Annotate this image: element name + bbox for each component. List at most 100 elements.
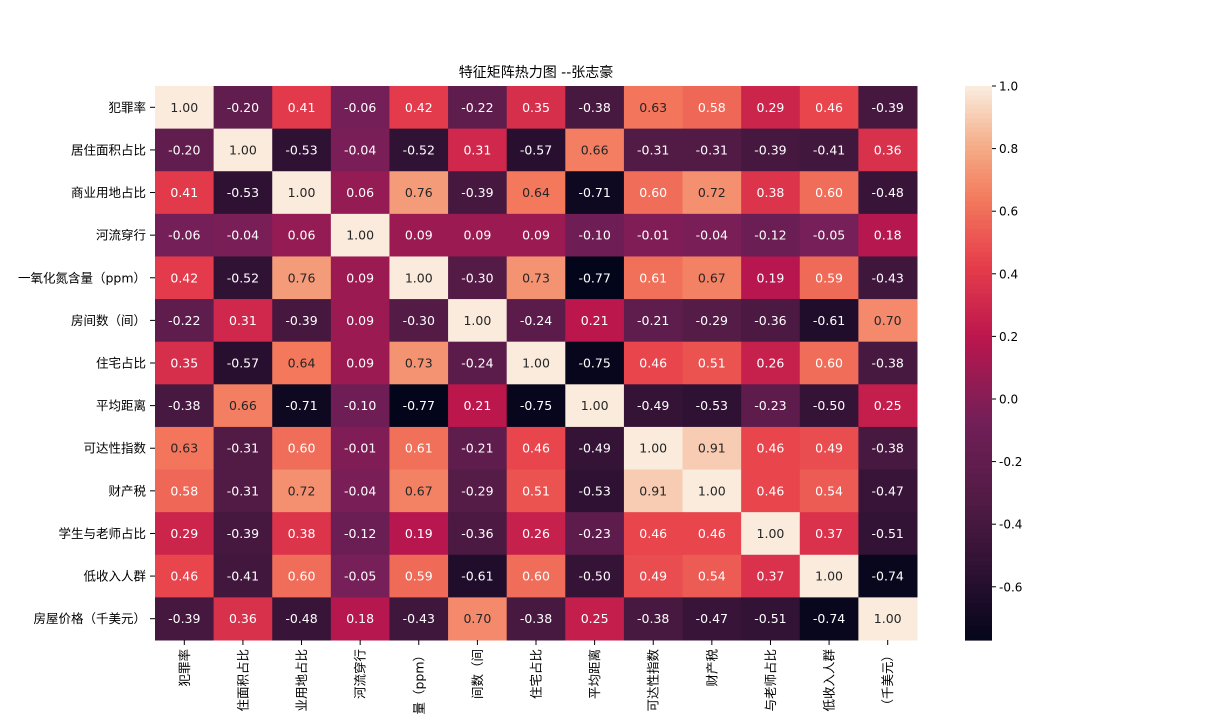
cell-value-label: -0.38 xyxy=(578,100,610,115)
cell-value-label: 0.09 xyxy=(522,228,550,243)
cell-value-label: 0.64 xyxy=(288,356,316,371)
colorbar-segment xyxy=(965,312,992,318)
cell-value-label: 0.58 xyxy=(698,100,726,115)
colorbar-segment xyxy=(965,524,992,530)
cell-value-label: -0.41 xyxy=(227,569,259,584)
heatmap-cell xyxy=(448,256,508,300)
colorbar-segment xyxy=(965,501,992,507)
heatmap-cell xyxy=(272,554,332,598)
cell-value-label: 0.76 xyxy=(405,185,433,200)
cell-value-label: 0.26 xyxy=(522,526,550,541)
cell-value-label: 0.19 xyxy=(405,526,433,541)
colorbar-segment xyxy=(965,487,992,493)
cell-value-label: 1.00 xyxy=(581,398,609,413)
heatmap-cell xyxy=(213,256,273,300)
heatmap-cell xyxy=(858,128,918,172)
heatmap-cell xyxy=(682,213,742,257)
cell-value-label: -0.38 xyxy=(520,611,552,626)
heatmap-cell xyxy=(858,341,918,385)
colorbar-segment xyxy=(965,427,992,433)
colorbar-segment xyxy=(965,358,992,364)
cell-value-label: -0.05 xyxy=(813,228,845,243)
cell-value-label: 0.09 xyxy=(405,228,433,243)
x-tick-label: （千美元） xyxy=(880,649,895,712)
colorbar-segment xyxy=(965,464,992,470)
colorbar-segment xyxy=(965,446,992,452)
heatmap-cell xyxy=(272,384,332,428)
heatmap-cell xyxy=(682,341,742,385)
colorbar-segment xyxy=(965,626,992,632)
heatmap-cell xyxy=(272,299,332,343)
cell-value-label: 0.21 xyxy=(581,313,609,328)
colorbar-segment xyxy=(965,321,992,327)
colorbar-segment xyxy=(965,552,992,558)
heatmap-cell xyxy=(272,86,332,130)
cell-value-label: 0.36 xyxy=(874,142,902,157)
heatmap-cell xyxy=(155,128,215,172)
cell-value-label: 0.41 xyxy=(170,185,198,200)
colorbar-segment xyxy=(965,113,992,119)
colorbar-segment xyxy=(965,335,992,341)
colorbar-segment xyxy=(965,302,992,309)
colorbar-segment xyxy=(965,344,992,350)
colorbar-segment xyxy=(965,598,992,604)
colorbar-segment xyxy=(965,593,992,600)
heatmap-cell xyxy=(682,469,742,513)
heatmap-cell xyxy=(623,256,684,300)
cell-value-label: -0.29 xyxy=(461,483,493,498)
cell-value-label: -0.24 xyxy=(520,313,552,328)
cell-value-label: 0.36 xyxy=(229,611,257,626)
cell-value-label: -0.05 xyxy=(344,569,376,584)
heatmap-cell xyxy=(741,341,801,385)
cell-value-label: -0.38 xyxy=(168,398,200,413)
cell-value-label: 0.31 xyxy=(229,313,257,328)
heatmap-cell xyxy=(389,299,449,343)
heatmap-cell xyxy=(448,426,508,471)
colorbar-segment xyxy=(965,621,992,627)
cell-value-label: 1.00 xyxy=(229,142,257,157)
cell-value-label: 0.63 xyxy=(639,100,667,115)
heatmap-cell xyxy=(213,213,273,257)
cell-value-label: -0.51 xyxy=(754,611,786,626)
heatmap-cell xyxy=(155,341,215,385)
cell-value-label: 0.49 xyxy=(815,441,843,456)
heatmap-cell xyxy=(330,512,390,556)
cell-value-label: 1.00 xyxy=(522,356,550,371)
cell-value-label: -0.06 xyxy=(168,228,200,243)
heatmap-cell xyxy=(623,384,684,428)
cell-value-label: 1.00 xyxy=(405,270,433,285)
heatmap-cell xyxy=(858,213,918,257)
colorbar-segment xyxy=(965,178,992,184)
colorbar-segment xyxy=(965,164,992,170)
heatmap-cell xyxy=(741,299,801,343)
colorbar-segment xyxy=(965,293,992,299)
heatmap-cell xyxy=(741,171,801,215)
colorbar-segment xyxy=(965,607,992,613)
heatmap-cell xyxy=(858,384,918,428)
heatmap-cell xyxy=(741,86,801,130)
colorbar-tick-label: 0.4 xyxy=(999,267,1018,281)
heatmap-cell xyxy=(506,86,566,130)
colorbar-segment xyxy=(965,570,992,576)
x-tick-label: 低收入人群 xyxy=(822,649,837,712)
heatmap-cell xyxy=(506,341,566,385)
heatmap-cell xyxy=(623,597,684,641)
heatmap-cell xyxy=(448,512,508,556)
cell-value-label: 0.29 xyxy=(757,100,785,115)
x-tick-label: 间数（间 xyxy=(470,649,485,699)
heatmap-cell xyxy=(155,171,215,215)
cell-value-label: 0.46 xyxy=(757,483,785,498)
heatmap-cell xyxy=(272,512,332,556)
heatmap-cell xyxy=(448,213,508,257)
colorbar-segment xyxy=(965,473,992,480)
heatmap-cell xyxy=(799,213,859,257)
heatmap-cell xyxy=(213,597,273,641)
colorbar-segment xyxy=(965,432,992,438)
heatmap-cell xyxy=(155,299,215,343)
heatmap-cell xyxy=(799,554,859,598)
heatmap-cell xyxy=(506,426,566,471)
x-tick-label: 河流穿行 xyxy=(353,649,368,699)
cell-value-label: -0.10 xyxy=(344,398,376,413)
y-tick-label: 河流穿行 xyxy=(96,228,146,243)
